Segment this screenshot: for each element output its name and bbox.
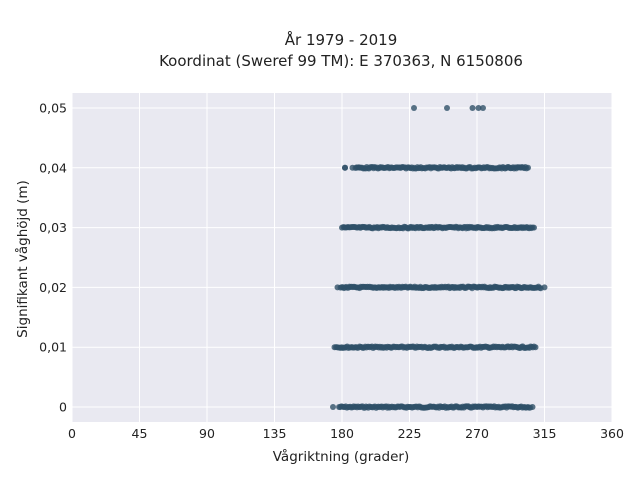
data-point xyxy=(529,224,536,231)
y-tick-label: 0 xyxy=(59,400,67,415)
data-point xyxy=(444,104,450,111)
y-axis-label: Signifikant våghöjd (m) xyxy=(14,180,31,338)
x-tick-label: 180 xyxy=(330,426,354,441)
x-tick-label: 315 xyxy=(533,426,557,441)
x-tick-label: 135 xyxy=(263,426,287,441)
data-point xyxy=(411,104,417,111)
x-tick-label: 225 xyxy=(398,426,422,441)
y-axis-ticks: 0 0,01 0,02 0,03 0,04 0,05 xyxy=(39,100,67,414)
y-tick-label: 0,03 xyxy=(39,220,67,235)
y-tick-label: 0,05 xyxy=(39,100,67,115)
data-point xyxy=(342,164,348,171)
y-tick-label: 0,04 xyxy=(39,160,67,175)
x-tick-label: 45 xyxy=(132,426,148,441)
data-point xyxy=(527,404,534,411)
x-axis-label: Vågriktning (grader) xyxy=(273,448,410,465)
data-point xyxy=(475,104,482,111)
x-axis-ticks: 0 45 90 135 180 225 270 315 360 xyxy=(68,426,624,441)
x-tick-label: 360 xyxy=(600,426,624,441)
y-tick-label: 0,02 xyxy=(39,280,67,295)
x-tick-label: 90 xyxy=(199,426,215,441)
chart-title-line2: Koordinat (Sweref 99 TM): E 370363, N 61… xyxy=(159,52,523,70)
data-point xyxy=(469,104,476,111)
chart-title-line1: År 1979 - 2019 xyxy=(285,30,398,49)
x-tick-label: 0 xyxy=(68,426,76,441)
data-point xyxy=(523,165,530,172)
x-tick-label: 270 xyxy=(465,426,489,441)
data-point xyxy=(480,104,486,111)
data-points xyxy=(330,104,548,411)
data-point xyxy=(349,164,356,171)
data-point xyxy=(531,343,537,350)
data-point xyxy=(330,404,336,411)
y-tick-label: 0,01 xyxy=(39,340,67,355)
data-point xyxy=(537,285,544,292)
